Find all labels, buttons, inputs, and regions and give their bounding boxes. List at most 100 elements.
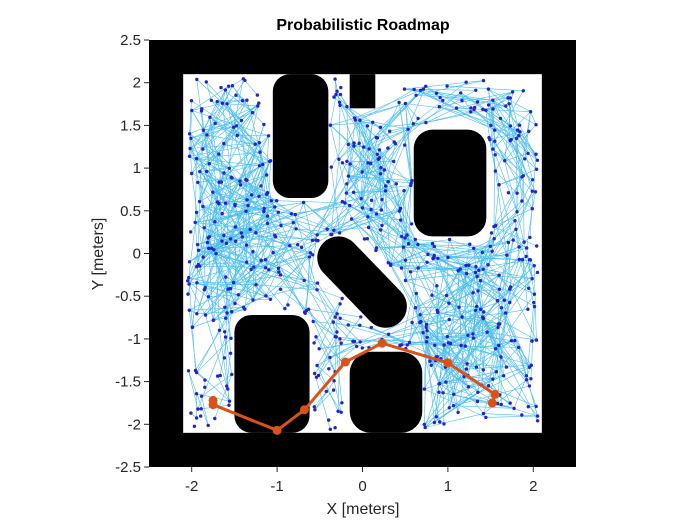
roadmap-node: [228, 237, 233, 241]
roadmap-edge: [235, 94, 265, 125]
roadmap-node: [460, 98, 464, 103]
roadmap-node: [208, 115, 212, 120]
roadmap-edge: [439, 106, 517, 139]
roadmap-node: [516, 345, 521, 350]
roadmap-node: [475, 274, 479, 279]
roadmap-node: [195, 281, 199, 285]
roadmap-edge: [338, 105, 341, 160]
path-waypoint-5: [377, 338, 387, 348]
roadmap-node: [481, 267, 485, 271]
roadmap-node: [513, 219, 517, 223]
roadmap-edge: [522, 259, 529, 310]
roadmap-node: [299, 245, 304, 250]
roadmap-node: [430, 293, 434, 297]
roadmap-edge: [308, 308, 361, 318]
roadmap-node: [475, 304, 479, 309]
roadmap-edge: [438, 378, 493, 385]
roadmap-edge: [360, 129, 409, 199]
roadmap-node: [268, 297, 273, 301]
roadmap-edge: [192, 282, 198, 328]
roadmap-node: [444, 293, 449, 298]
roadmap-node: [348, 203, 352, 208]
roadmap-node: [365, 237, 369, 241]
roadmap-edge: [218, 182, 223, 242]
roadmap-edge: [460, 92, 519, 136]
roadmap-edge: [410, 258, 439, 273]
roadmap-node: [233, 301, 237, 306]
roadmap-edge: [505, 308, 528, 314]
roadmap-node: [231, 280, 236, 285]
roadmap-edge: [487, 331, 537, 341]
roadmap-node: [250, 110, 255, 115]
roadmap-edge: [482, 317, 527, 380]
roadmap-edge: [494, 141, 505, 161]
roadmap-node: [195, 265, 199, 269]
roadmap-node: [327, 418, 331, 422]
roadmap-edge: [405, 103, 414, 124]
roadmap-node: [477, 268, 481, 272]
roadmap-node: [358, 323, 362, 327]
roadmap-node: [481, 107, 485, 112]
roadmap-edge: [314, 380, 335, 410]
roadmap-node: [187, 282, 191, 286]
roadmap-edge: [232, 85, 243, 101]
roadmap-edge: [245, 192, 268, 212]
roadmap-edge: [276, 200, 346, 204]
roadmap-edge: [526, 375, 538, 417]
roadmap-edge: [214, 221, 234, 283]
roadmap-edge: [318, 303, 341, 349]
roadmap-node: [262, 206, 266, 211]
roadmap-node: [199, 414, 203, 418]
roadmap-node: [432, 420, 437, 425]
roadmap-edge: [480, 264, 489, 281]
roadmap-edge: [426, 341, 438, 357]
roadmap-edge: [270, 240, 319, 300]
roadmap-edge: [449, 239, 474, 249]
roadmap-node: [278, 273, 283, 277]
roadmap-node: [194, 392, 199, 396]
axes: -2 -1 0 1 2 2.5 2 1.5 1 0.5 0 -0.5 -1 -1.5 -2 -2.5: [115, 32, 537, 495]
roadmap-node: [197, 199, 202, 204]
roadmap-node: [222, 356, 227, 360]
roadmap-edge: [494, 90, 524, 142]
roadmap-edge: [235, 226, 313, 256]
roadmap-edge: [222, 103, 232, 178]
roadmap-node: [256, 104, 260, 108]
roadmap-node: [223, 305, 227, 309]
roadmap-edge: [191, 148, 204, 174]
roadmap-node: [205, 169, 209, 174]
roadmap-node: [445, 334, 449, 339]
roadmap-edge: [196, 89, 226, 159]
roadmap-edge: [480, 309, 537, 341]
roadmap-edge: [359, 89, 415, 121]
roadmap-node: [240, 99, 245, 103]
roadmap-node: [227, 399, 232, 403]
roadmap-edge: [207, 242, 236, 304]
roadmap-node: [434, 91, 439, 96]
roadmap-edge: [362, 169, 385, 209]
roadmap-node: [331, 320, 335, 324]
roadmap-edge: [187, 260, 262, 282]
roadmap-node: [339, 85, 343, 90]
roadmap-node: [349, 217, 354, 221]
roadmap-node: [499, 355, 503, 359]
roadmap-edge: [416, 80, 484, 96]
roadmap-edge: [295, 214, 297, 229]
roadmap-edge: [330, 159, 340, 235]
roadmap-node: [366, 225, 371, 230]
roadmap-edge: [255, 269, 270, 285]
obstacle-1: [349, 74, 376, 109]
roadmap-edge: [206, 134, 256, 145]
roadmap-node: [433, 343, 437, 347]
roadmap-edge: [205, 315, 229, 390]
roadmap-edge: [303, 280, 336, 337]
roadmap-edge: [217, 375, 230, 402]
roadmap-node: [419, 319, 423, 324]
roadmap-edge: [221, 240, 254, 301]
roadmap-edge: [426, 306, 460, 343]
roadmap-node: [469, 106, 473, 110]
roadmap-node: [403, 101, 408, 106]
roadmap-node: [332, 379, 336, 383]
roadmap-node: [471, 332, 475, 336]
roadmap-node: [258, 150, 262, 154]
